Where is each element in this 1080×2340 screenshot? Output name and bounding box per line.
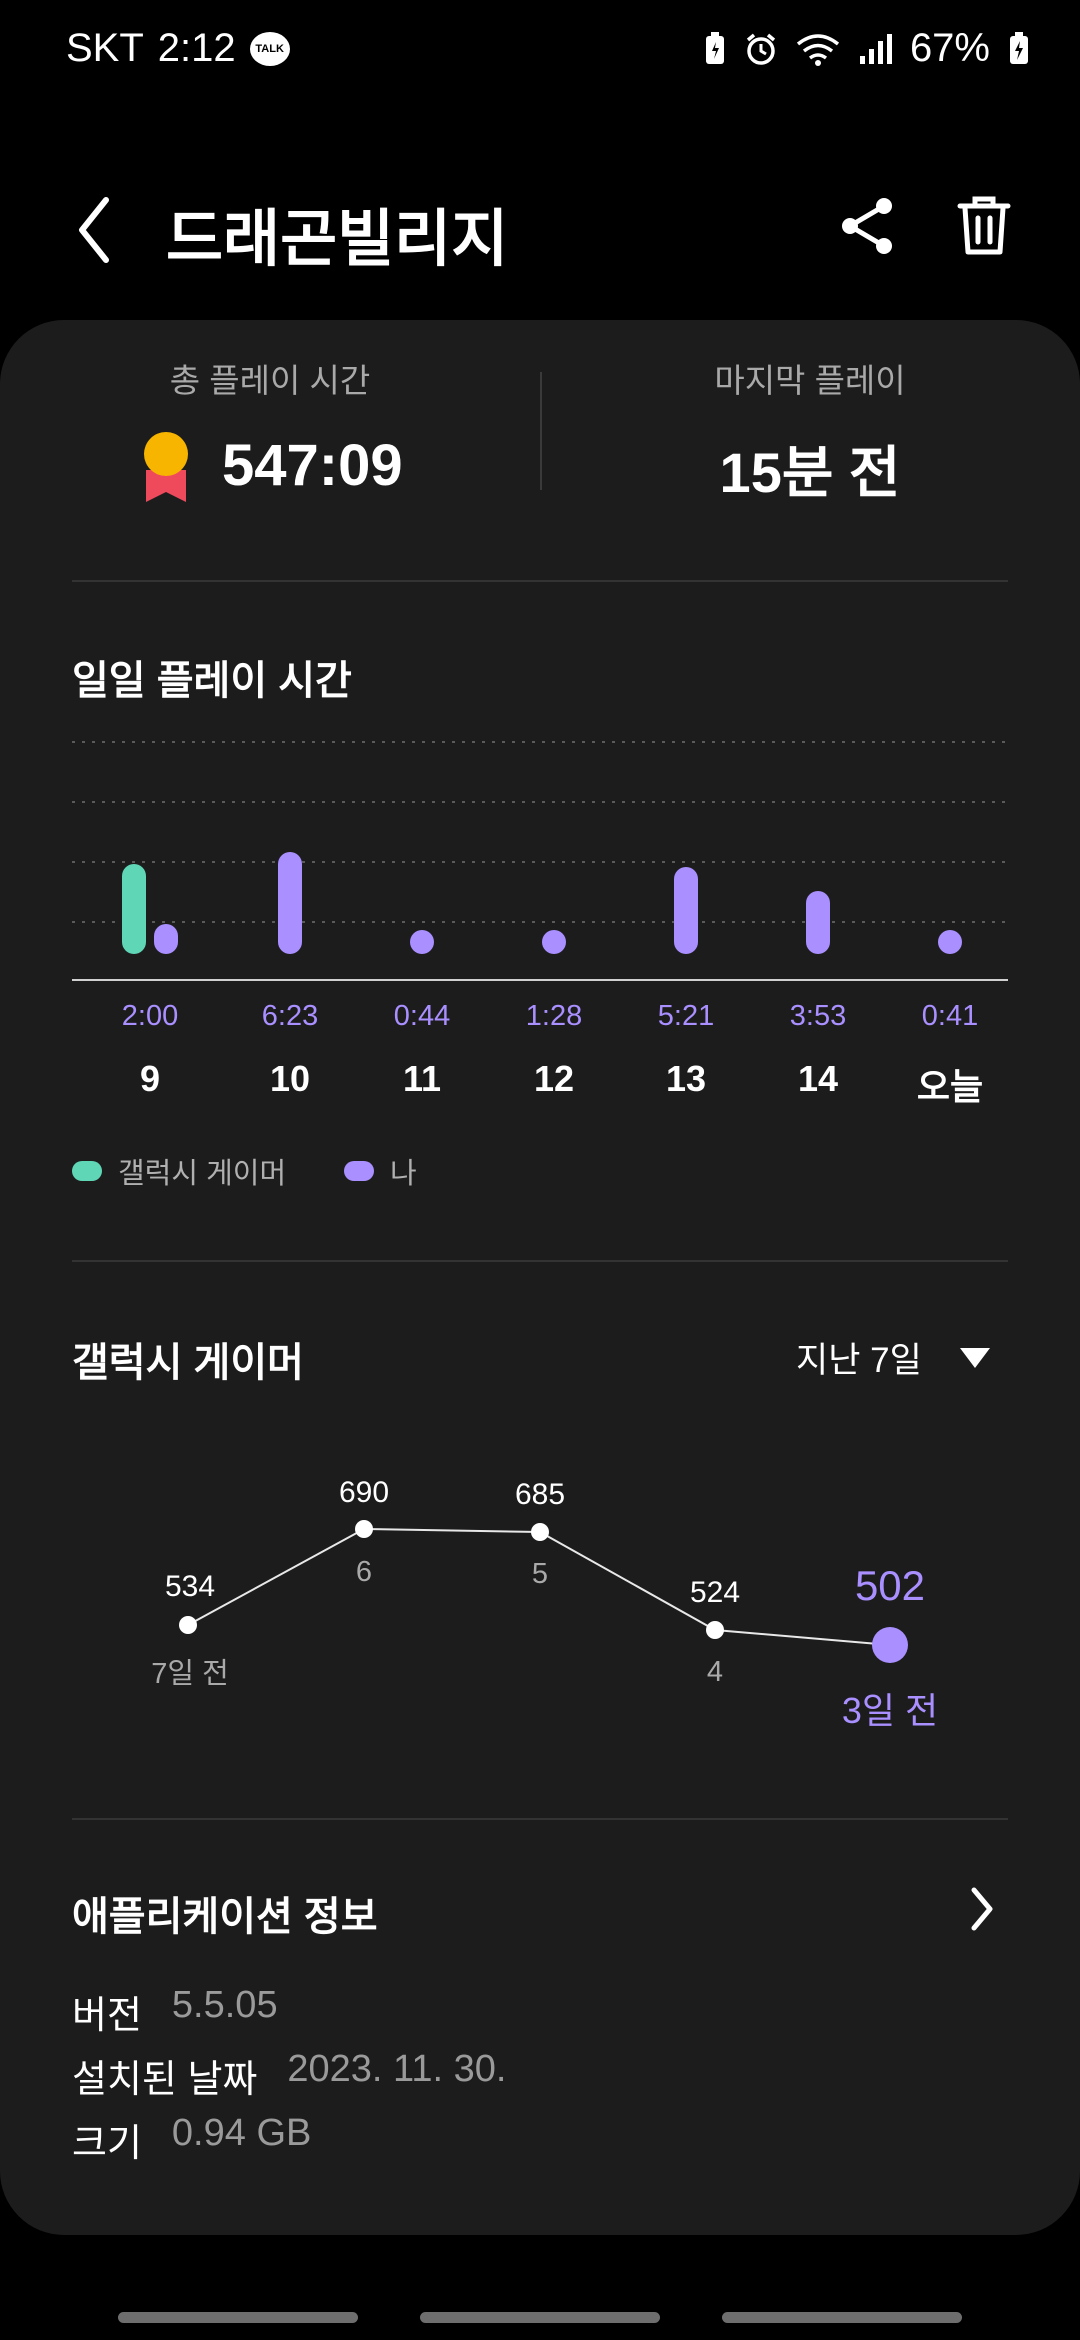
rank-label: 4 xyxy=(706,1656,724,1688)
version-value: 5.5.05 xyxy=(171,1984,278,2026)
rank-value: 534 xyxy=(164,1570,216,1603)
legend-me-label: 나 xyxy=(390,1158,417,1190)
rank-label: 6 xyxy=(355,1556,373,1588)
battery-charging-icon xyxy=(1010,31,1028,64)
rank-point xyxy=(355,1520,373,1538)
daily-value-label: 0:41 xyxy=(921,1000,979,1032)
daily-day-label: 10 xyxy=(269,1058,311,1099)
daily-day-label: 9 xyxy=(139,1058,161,1099)
legend-gamer-swatch xyxy=(72,1161,102,1181)
bar-me xyxy=(278,852,302,954)
period-label: 지난 7일 xyxy=(796,1341,922,1380)
legend-gamer: 갤럭시 게이머 xyxy=(72,1150,286,1192)
daily-value-label: 5:21 xyxy=(657,1000,715,1032)
app-info-row[interactable]: 애플리케이션 정보 xyxy=(72,1880,1008,1944)
medal-icon xyxy=(144,432,188,502)
rank-value: 685 xyxy=(514,1478,566,1511)
installed-row: 설치된 날짜 2023. 11. 30. xyxy=(72,2048,506,2103)
summary-divider xyxy=(540,372,542,490)
daily-value-label: 3:53 xyxy=(789,1000,847,1032)
wifi-icon xyxy=(796,33,840,66)
status-right: 67% xyxy=(704,26,1030,71)
daily-value-label: 6:23 xyxy=(261,1000,319,1032)
legend-me: 나 xyxy=(344,1150,417,1192)
daily-day-label: 13 xyxy=(665,1058,707,1099)
total-play-label: 총 플레이 시간 xyxy=(169,362,371,399)
daily-value-label: 2:00 xyxy=(121,1000,179,1032)
daily-day-label: 14 xyxy=(797,1058,839,1099)
nav-home-button[interactable] xyxy=(420,2312,660,2323)
section-divider xyxy=(72,1818,1008,1820)
rank-point xyxy=(706,1621,724,1639)
bar-gamer xyxy=(122,864,146,954)
section-divider xyxy=(72,580,1008,582)
share-icon[interactable] xyxy=(838,196,898,256)
dropdown-triangle-icon xyxy=(959,1347,990,1368)
status-left: SKT 2:12 TALK xyxy=(66,26,290,71)
version-row: 버전 5.5.05 xyxy=(72,1984,278,2039)
rank-label: 5 xyxy=(531,1558,549,1590)
status-bar: SKT 2:12 TALK 67% xyxy=(0,0,1080,100)
size-key: 크기 xyxy=(72,2123,142,2165)
rank-value: 524 xyxy=(689,1576,741,1609)
total-play-value: 547:09 xyxy=(222,433,403,498)
bar-me xyxy=(154,924,178,954)
daily-value-label: 0:44 xyxy=(393,1000,451,1032)
nav-recents-button[interactable] xyxy=(118,2312,358,2323)
daily-day-label: 12 xyxy=(533,1058,575,1099)
daily-value-label: 1:28 xyxy=(525,1000,583,1032)
clock: 2:12 xyxy=(157,26,236,70)
back-icon[interactable] xyxy=(70,190,118,270)
signal-icon xyxy=(859,33,892,64)
bar-me xyxy=(938,930,962,954)
rank-value-current: 502 xyxy=(854,1562,926,1609)
gamer-rank-chart xyxy=(179,1520,908,1663)
rank-point-current xyxy=(872,1627,908,1663)
bar-me xyxy=(806,891,830,954)
kakaotalk-icon: TALK xyxy=(249,31,290,66)
page-title: 드래곤빌리지 xyxy=(166,205,509,274)
legend-gamer-label: 갤럭시 게이머 xyxy=(118,1158,287,1190)
rank-label-current: 3일 전 xyxy=(841,1690,939,1731)
size-value: 0.94 GB xyxy=(171,2112,312,2154)
trash-icon[interactable] xyxy=(956,194,1012,258)
daily-play-chart xyxy=(72,741,1008,981)
installed-key: 설치된 날짜 xyxy=(72,2059,258,2101)
carrier: SKT xyxy=(66,26,144,70)
legend-me-swatch xyxy=(344,1161,374,1181)
bar-me xyxy=(410,930,434,954)
nav-back-button[interactable] xyxy=(722,2312,962,2323)
chevron-right-icon xyxy=(971,1887,993,1931)
rank-label: 7일 전 xyxy=(151,1658,229,1690)
version-key: 버전 xyxy=(72,1995,142,2037)
last-play-value: 15분 전 xyxy=(719,441,901,504)
battery-percent: 67% xyxy=(909,26,990,70)
gamer-title: 갤럭시 게이머 xyxy=(72,1341,304,1385)
period-dropdown[interactable]: 지난 7일 xyxy=(796,1332,992,1383)
daily-day-label: 11 xyxy=(402,1058,442,1099)
bar-me xyxy=(542,930,566,954)
rank-point xyxy=(179,1616,197,1634)
size-row: 크기 0.94 GB xyxy=(72,2112,311,2167)
rank-point xyxy=(531,1523,549,1541)
app-info-title: 애플리케이션 정보 xyxy=(72,1895,378,1939)
alarm-icon xyxy=(746,33,776,65)
last-play-label: 마지막 플레이 xyxy=(714,362,906,399)
rank-value: 690 xyxy=(338,1476,390,1509)
daily-day-label: 오늘 xyxy=(916,1066,984,1107)
daily-play-title: 일일 플레이 시간 xyxy=(72,659,352,703)
installed-value: 2023. 11. 30. xyxy=(287,2048,507,2090)
bar-me xyxy=(674,867,698,954)
game-detail-card xyxy=(0,320,1080,2235)
section-divider xyxy=(72,1260,1008,1262)
battery-saver-icon xyxy=(705,31,724,64)
